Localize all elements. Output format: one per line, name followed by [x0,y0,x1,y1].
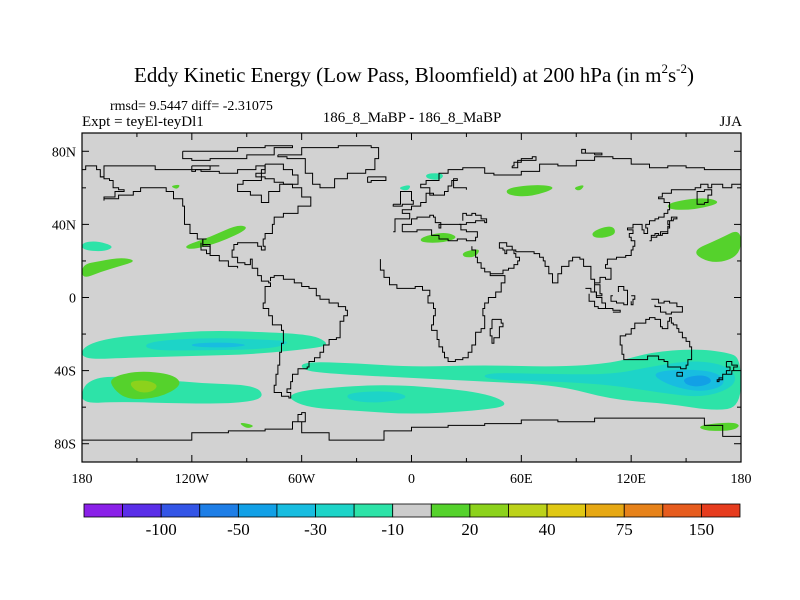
colorbar-box-3 [199,503,239,518]
contour-region-22 [667,198,718,210]
contour-region-11 [684,375,711,387]
colorbar-box-10 [469,503,509,518]
coastline-28 [255,163,299,185]
coastline-19 [619,317,693,370]
colorbar-box-14 [623,503,664,518]
x-tick-label-1: 120W [175,472,210,487]
contour-region-26 [240,423,253,428]
colorbar-label-7: 150 [689,520,715,539]
x-tick-label-3: 0 [408,472,415,487]
colorbar-box-0 [83,503,123,518]
contour-region-15 [172,184,180,189]
coastline-15 [605,308,621,313]
colorbar-box-1 [122,503,162,518]
colorbar-label-2: -30 [304,520,327,539]
contour-region-16 [420,233,456,243]
y-tick-label-0: 80N [52,145,76,160]
contour-region-2 [191,342,245,348]
colorbar-box-12 [546,503,587,518]
colorbar-label-3: -10 [381,520,404,539]
colorbar-box-16 [701,503,741,518]
colorbar-box-8 [392,503,432,518]
coastline-10 [379,246,506,362]
contour-region-5 [130,380,157,393]
x-tick-label-6: 180 [731,472,752,487]
colorbar-box-9 [430,503,471,518]
colorbar-box-13 [585,503,625,518]
x-tick-label-2: 60W [288,472,316,487]
coastline-17 [630,295,636,306]
contour-region-7 [347,391,406,403]
coastline-23 [82,412,741,441]
coastline-6 [393,156,741,233]
coastline-3 [277,145,380,189]
colorbar-label-0: -100 [146,520,177,539]
contour-region-20 [506,185,553,197]
coastline-21 [716,361,738,383]
contour-region-19 [400,185,411,191]
contour-region-9 [484,361,735,397]
center-label: 186_8_MaBP - 186_8_MaBP [323,110,502,126]
y-tick-label-4: 80S [54,438,76,453]
colorbar-box-11 [508,503,548,518]
colorbar-box-7 [353,503,394,518]
colorbar-box-6 [315,503,355,518]
coastline-16 [610,286,628,306]
coastline-26 [581,148,603,156]
coastline-11 [490,178,741,297]
coastline-22 [489,318,504,344]
colorbar-label-6: 75 [616,520,633,539]
coastline-5 [392,191,414,207]
colorbar-box-5 [276,503,316,518]
coastlines [82,145,741,441]
colorbar-label-4: 20 [461,520,478,539]
contour-region-12 [82,241,112,252]
chart-title: Eddy Kinetic Energy (Low Pass, Bloomfiel… [134,61,694,87]
x-tick-label-0: 180 [72,472,93,487]
y-tick-label-3: 40S [54,365,76,380]
contour-fills [82,173,741,431]
coastline-2 [104,187,239,269]
contour-region-23 [696,231,741,262]
coastline-24 [82,165,125,201]
coastline-27 [182,145,293,161]
contour-region-24 [592,226,615,238]
coastline-12 [649,216,678,242]
coastline-0 [100,165,348,399]
coastline-7 [433,178,467,196]
coastline-29 [191,165,220,172]
contour-region-25 [700,422,739,431]
coastline-25 [511,156,537,169]
colorbar-label-5: 40 [539,520,556,539]
x-tick-label-4: 60E [510,472,533,487]
contour-region-17 [462,249,479,258]
coastline-4 [367,176,387,183]
x-tick-label-5: 120E [616,472,646,487]
right-label: JJA [719,114,742,130]
contour-region-21 [574,185,584,191]
colorbar: -100 -50 -30 -10 20 40 75 150 [83,503,741,539]
coastline-18 [651,298,683,315]
coastline-8 [401,214,478,242]
colorbar-label-1: -50 [227,520,250,539]
coastline-13 [696,189,713,205]
stats-label: rmsd= 9.5447 diff= -2.31075 [110,99,273,114]
coastline-14 [585,287,606,309]
coastline-20 [676,371,683,377]
y-tick-label-1: 40N [52,218,76,233]
y-tick-label-2: 0 [69,292,76,307]
colorbar-box-4 [237,503,278,518]
axis-ticks: 180 120W 60W 0 60E 120E 180 80N 40N 0 40S 80S [52,133,752,487]
left-label: Expt = teyEl-teyDl1 [82,114,204,130]
colorbar-box-15 [662,503,702,518]
colorbar-box-2 [160,503,201,518]
contour-region-13 [82,258,133,277]
coastline-9 [459,212,488,225]
